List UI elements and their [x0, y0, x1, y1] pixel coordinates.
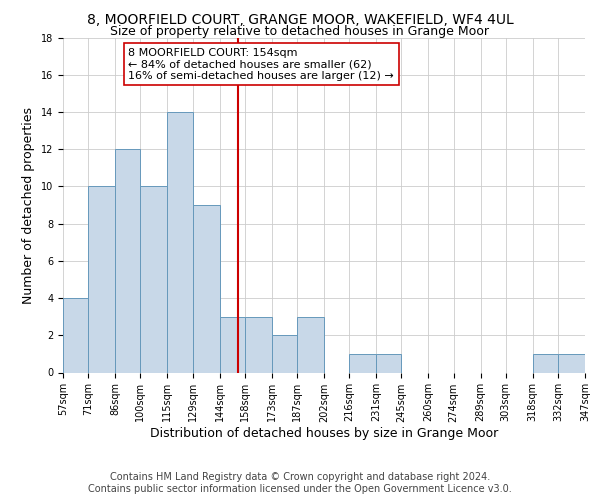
Bar	[349, 354, 376, 372]
Bar	[245, 316, 272, 372]
Bar	[376, 354, 401, 372]
Bar	[533, 354, 558, 372]
Text: 8 MOORFIELD COURT: 154sqm
← 84% of detached houses are smaller (62)
16% of semi-: 8 MOORFIELD COURT: 154sqm ← 84% of detac…	[128, 48, 394, 80]
Bar	[193, 205, 220, 372]
Bar	[297, 316, 324, 372]
Text: 8, MOORFIELD COURT, GRANGE MOOR, WAKEFIELD, WF4 4UL: 8, MOORFIELD COURT, GRANGE MOOR, WAKEFIE…	[86, 12, 514, 26]
Bar	[115, 149, 140, 372]
Bar	[167, 112, 193, 372]
X-axis label: Distribution of detached houses by size in Grange Moor: Distribution of detached houses by size …	[150, 427, 498, 440]
Bar	[558, 354, 585, 372]
Bar	[88, 186, 115, 372]
Bar	[272, 336, 297, 372]
Y-axis label: Number of detached properties: Number of detached properties	[22, 106, 35, 304]
Bar	[140, 186, 167, 372]
Text: Size of property relative to detached houses in Grange Moor: Size of property relative to detached ho…	[110, 25, 490, 38]
Bar	[63, 298, 88, 372]
Bar	[220, 316, 245, 372]
Text: Contains HM Land Registry data © Crown copyright and database right 2024.
Contai: Contains HM Land Registry data © Crown c…	[88, 472, 512, 494]
